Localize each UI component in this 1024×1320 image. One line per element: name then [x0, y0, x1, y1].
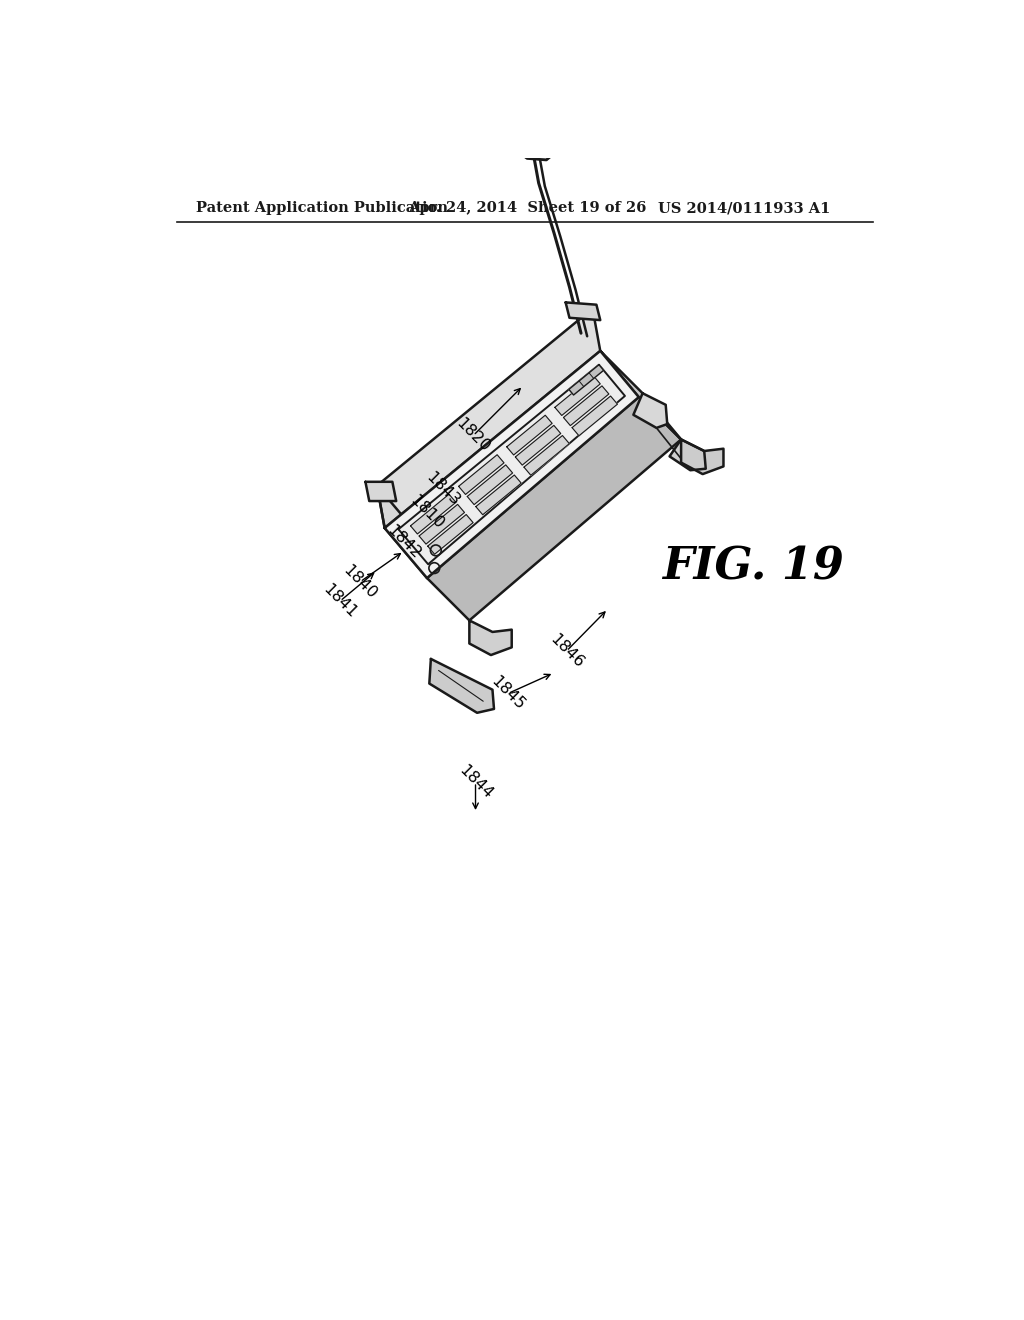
Text: US 2014/0111933 A1: US 2014/0111933 A1: [658, 202, 830, 215]
Polygon shape: [555, 376, 600, 416]
Text: 1810: 1810: [408, 492, 446, 532]
Polygon shape: [459, 454, 504, 495]
Text: 1846: 1846: [547, 631, 586, 671]
Polygon shape: [469, 620, 512, 655]
Polygon shape: [476, 475, 521, 515]
Text: 1844: 1844: [456, 763, 496, 801]
Polygon shape: [428, 515, 473, 554]
Polygon shape: [524, 436, 569, 475]
Polygon shape: [634, 393, 668, 428]
Text: 1845: 1845: [488, 673, 527, 713]
Text: 1843: 1843: [423, 470, 462, 510]
Polygon shape: [427, 397, 681, 620]
Text: Apr. 24, 2014  Sheet 19 of 26: Apr. 24, 2014 Sheet 19 of 26: [408, 202, 646, 215]
Text: Patent Application Publication: Patent Application Publication: [196, 202, 449, 215]
Polygon shape: [377, 486, 427, 578]
Polygon shape: [411, 494, 456, 535]
Polygon shape: [600, 351, 681, 440]
Polygon shape: [366, 482, 396, 502]
Polygon shape: [507, 416, 552, 455]
Polygon shape: [681, 440, 724, 474]
Polygon shape: [377, 309, 600, 528]
Polygon shape: [398, 364, 625, 564]
Text: FIG. 19: FIG. 19: [662, 545, 844, 587]
Polygon shape: [569, 364, 603, 395]
Polygon shape: [514, 121, 560, 160]
Polygon shape: [572, 396, 617, 436]
Polygon shape: [385, 351, 639, 578]
Polygon shape: [515, 425, 561, 465]
Text: 1842: 1842: [384, 523, 424, 561]
Text: 1840: 1840: [340, 562, 380, 602]
Polygon shape: [563, 385, 609, 425]
Polygon shape: [565, 302, 600, 321]
Text: 1841: 1841: [321, 581, 359, 620]
Text: 1820: 1820: [454, 416, 493, 455]
Polygon shape: [419, 504, 465, 544]
Polygon shape: [467, 465, 513, 504]
Polygon shape: [429, 659, 494, 713]
Polygon shape: [670, 440, 706, 470]
